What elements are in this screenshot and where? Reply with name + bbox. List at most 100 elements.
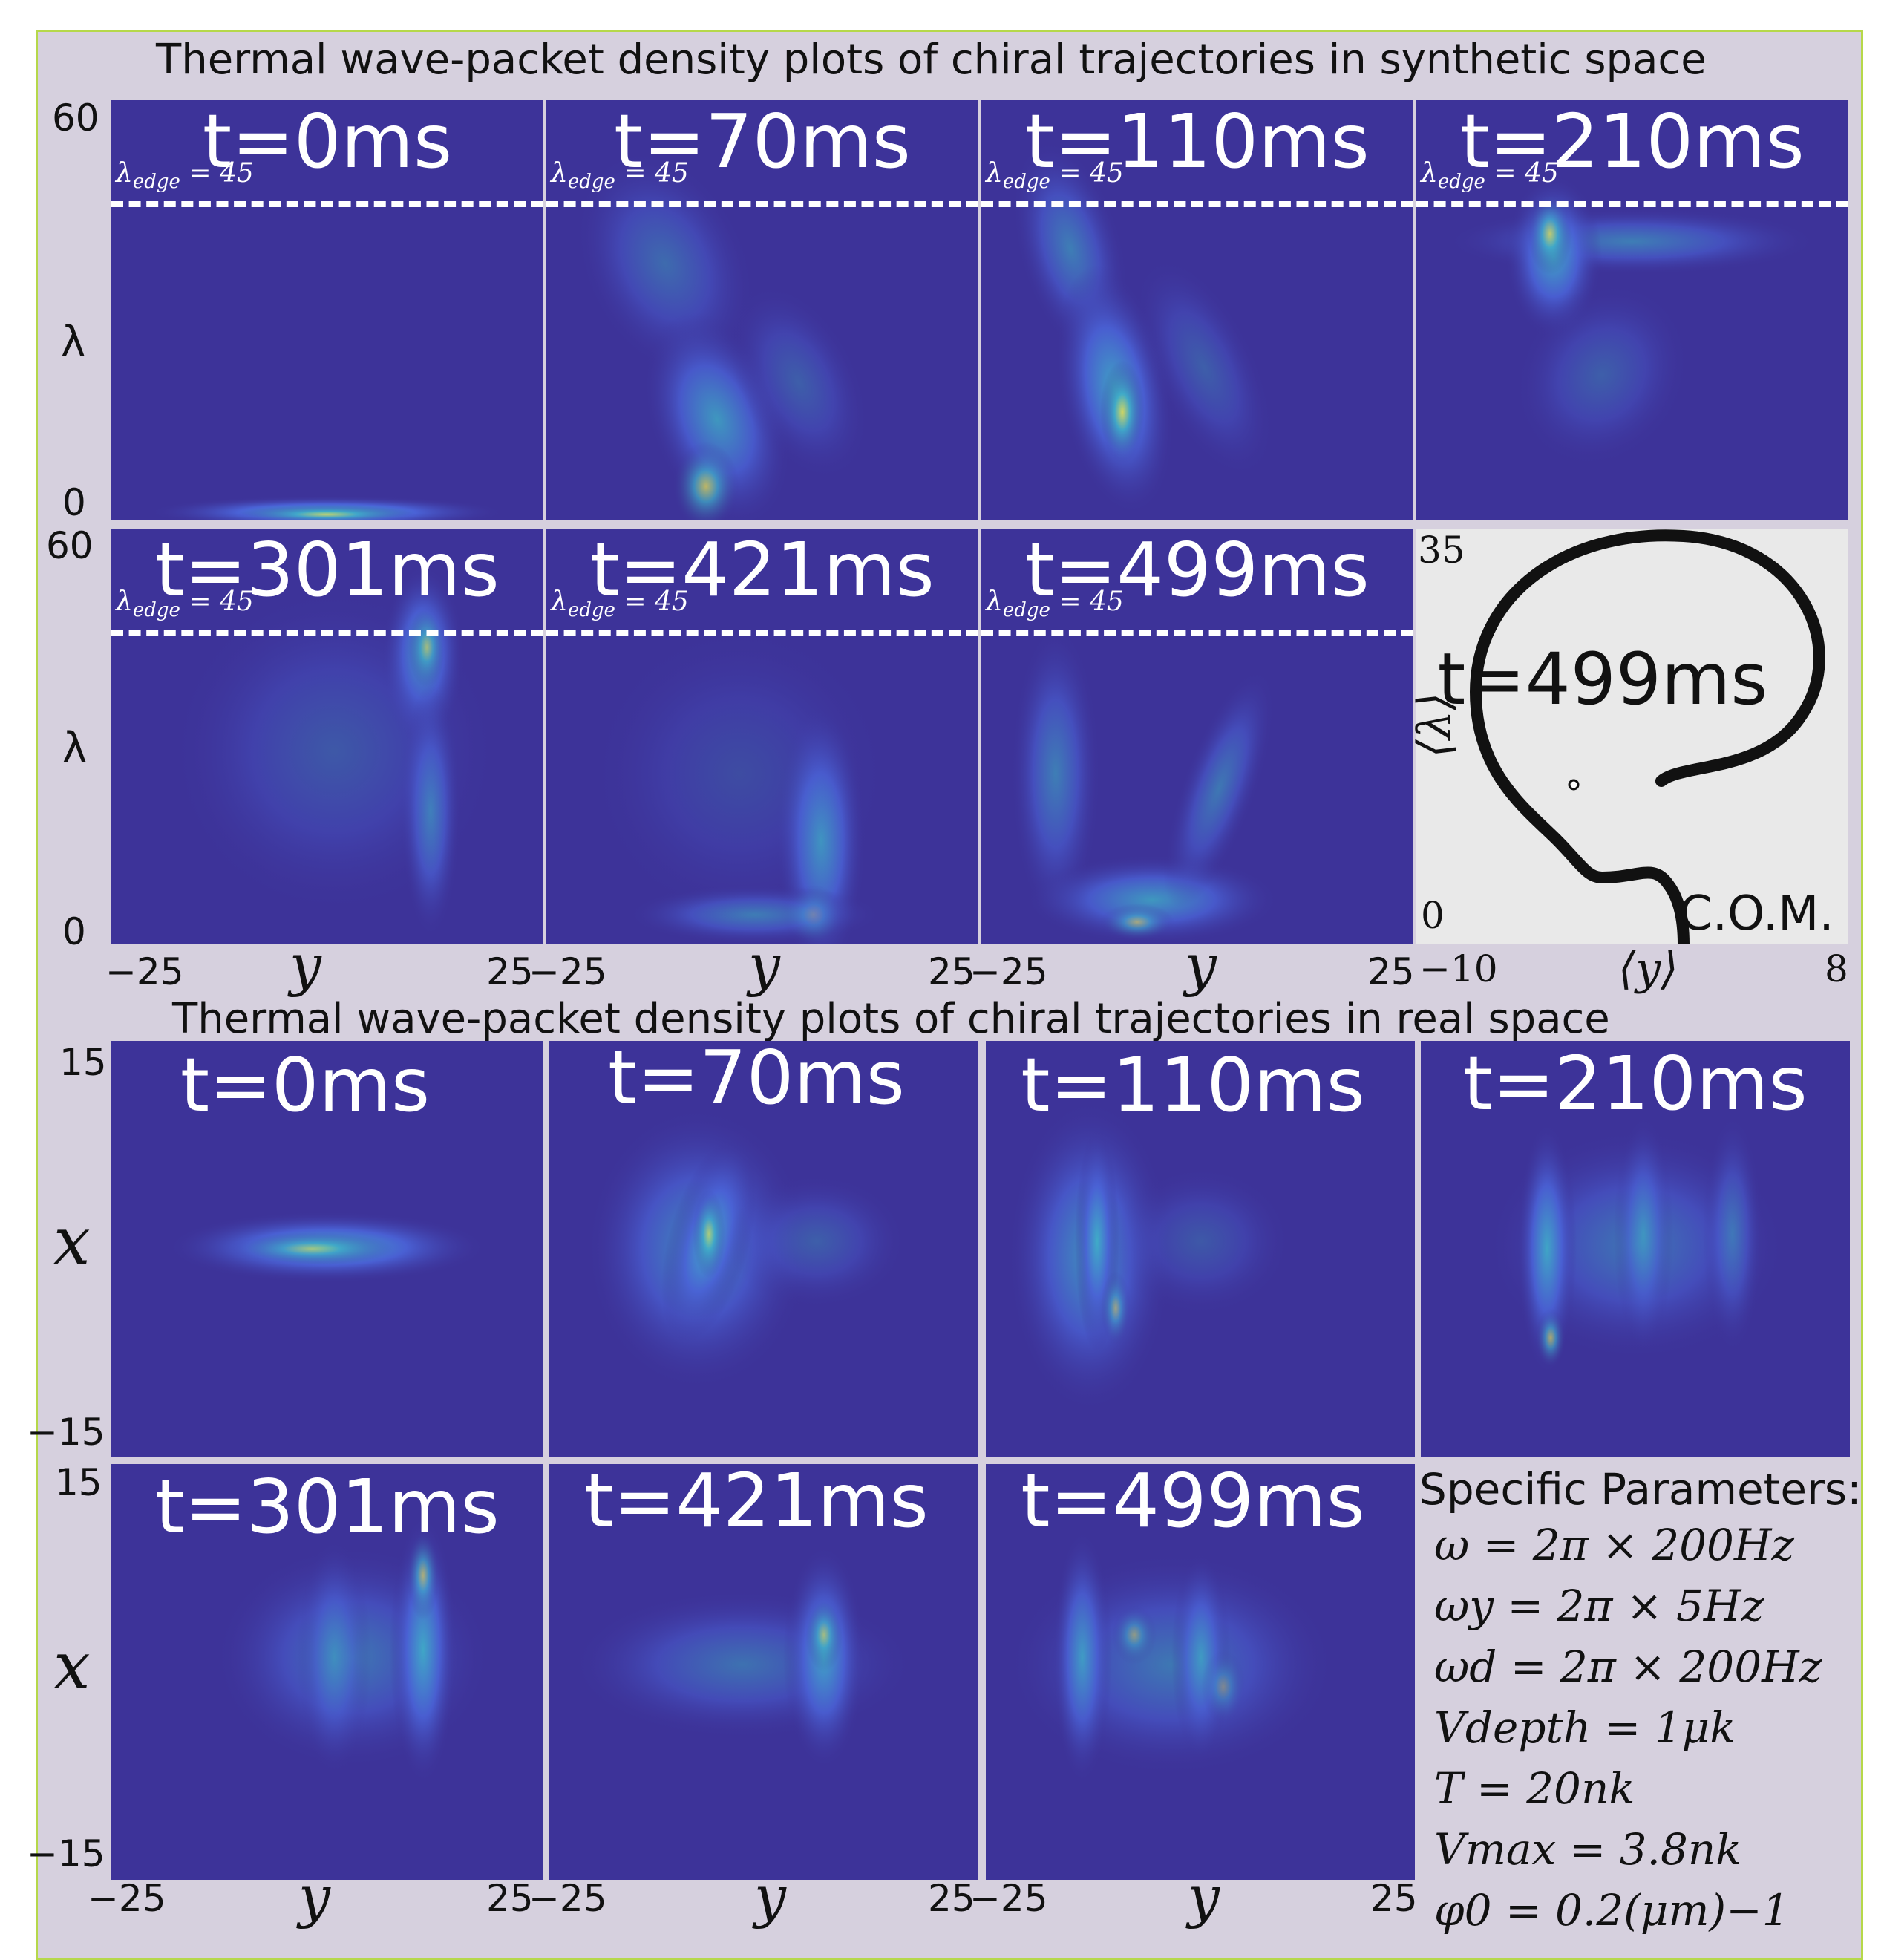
edge-dashed-line xyxy=(981,630,1413,636)
synthetic-row2-y-bottom: 0 xyxy=(62,910,86,953)
synthetic-x-right-0: 25 xyxy=(486,950,534,993)
density-plot xyxy=(1488,1115,1785,1375)
synthetic-row1-y-bottom: 0 xyxy=(62,481,86,524)
time-label: t=110ms xyxy=(1025,100,1370,185)
density-plot xyxy=(1013,140,1273,514)
real-x-label-1: y xyxy=(754,1863,786,1930)
synthetic-x-right-2: 25 xyxy=(1367,950,1415,993)
real-x-label-2: y xyxy=(1188,1863,1220,1930)
real-x-right-1: 25 xyxy=(928,1877,975,1920)
synthetic-x-left-1: −25 xyxy=(529,950,607,993)
real-panel-4: t=301ms xyxy=(111,1464,543,1880)
density-plot xyxy=(1011,625,1278,944)
density-plot xyxy=(1008,1531,1335,1783)
synthetic-panel-1: t=70ms λedge = 45 xyxy=(546,100,978,520)
real-row1-y-label: x xyxy=(53,1203,91,1279)
real-space-title: Thermal wave-packet density plots of chi… xyxy=(172,995,1610,1043)
synthetic-row1-y-top: 60 xyxy=(52,97,99,140)
edge-dashed-line xyxy=(1416,201,1848,207)
time-label: t=421ms xyxy=(590,529,935,613)
time-label: t=301ms xyxy=(155,529,500,613)
time-label: t=421ms xyxy=(584,1464,929,1544)
parameter-phi0: φ0 = 0.2(μm)−1 xyxy=(1434,1885,1790,1936)
synthetic-x-left-2: −25 xyxy=(969,950,1048,993)
synthetic-row2-y-label: λ xyxy=(62,724,88,772)
synthetic-row2-y-top: 60 xyxy=(46,524,94,567)
real-panel-2: t=110ms xyxy=(986,1041,1415,1457)
density-plot xyxy=(148,496,505,520)
real-row1-y-bottom: −15 xyxy=(27,1411,105,1454)
density-plot xyxy=(572,1546,913,1768)
real-row2-y-label: x xyxy=(53,1627,91,1704)
time-label: t=0ms xyxy=(180,1042,431,1128)
synthetic-x-label-2: y xyxy=(1185,932,1217,998)
time-label: t=499ms xyxy=(1021,1464,1365,1544)
real-x-right-0: 25 xyxy=(486,1877,534,1920)
edge-dashed-line xyxy=(111,201,543,207)
com-x-right-tick: 8 xyxy=(1825,947,1848,990)
synthetic-panel-6: t=499ms λedge = 45 xyxy=(981,529,1413,944)
synthetic-space-title: Thermal wave-packet density plots of chi… xyxy=(156,36,1707,84)
com-y-axis-label: ⟨λ⟩ xyxy=(1407,692,1462,758)
edge-dashed-line xyxy=(546,630,978,636)
edge-label: λedge = 45 xyxy=(986,587,1124,622)
time-label: t=70ms xyxy=(608,1041,905,1121)
synthetic-panel-0: t=0ms λedge = 45 xyxy=(111,100,543,520)
edge-dashed-line xyxy=(981,201,1413,207)
real-row2-y-top: 15 xyxy=(55,1461,102,1504)
com-y-top-tick: 35 xyxy=(1418,529,1465,572)
com-trajectory-panel: t=499ms C.O.M. 35 0 xyxy=(1416,529,1848,944)
time-label: t=301ms xyxy=(155,1464,500,1550)
edge-label: λedge = 45 xyxy=(1421,158,1559,194)
real-panel-6: t=499ms xyxy=(986,1464,1415,1880)
real-row1-y-top: 15 xyxy=(59,1041,107,1084)
edge-label: λedge = 45 xyxy=(986,158,1124,194)
time-label: t=499ms xyxy=(1025,529,1370,613)
com-x-left-tick: −10 xyxy=(1419,947,1498,990)
real-panel-1: t=70ms xyxy=(549,1041,978,1457)
edge-label: λedge = 45 xyxy=(551,158,689,194)
density-plot xyxy=(591,625,888,944)
edge-label: λedge = 45 xyxy=(116,587,254,622)
specific-parameters: Specific Parameters: ω = 2π × 200Hz ωy =… xyxy=(1419,1464,1865,1941)
parameter-v-depth: Vdepth = 1μk xyxy=(1434,1702,1736,1753)
synthetic-panel-3: t=210ms λedge = 45 xyxy=(1416,100,1848,520)
com-x-axis-label: ⟨y⟩ xyxy=(1618,943,1678,995)
parameter-omega-y: ωy = 2π × 5Hz xyxy=(1434,1581,1764,1631)
com-y-bottom-tick: 0 xyxy=(1421,894,1445,937)
parameter-omega: ω = 2π × 200Hz xyxy=(1434,1520,1795,1570)
com-label: C.O.M. xyxy=(1679,886,1834,941)
real-x-left-1: −25 xyxy=(529,1877,607,1920)
synthetic-panel-5: t=421ms λedge = 45 xyxy=(546,529,978,944)
synthetic-x-right-1: 25 xyxy=(928,950,975,993)
time-label: t=0ms xyxy=(202,100,453,185)
density-plot xyxy=(171,566,497,937)
synthetic-x-left-0: −25 xyxy=(105,950,184,993)
time-label: t=110ms xyxy=(1021,1042,1365,1128)
synthetic-panel-2: t=110ms λedge = 45 xyxy=(981,100,1413,520)
edge-label: λedge = 45 xyxy=(116,158,254,194)
parameters-heading: Specific Parameters: xyxy=(1419,1464,1862,1515)
density-plot xyxy=(1446,174,1817,467)
edge-dashed-line xyxy=(546,201,978,207)
density-plot xyxy=(1008,1100,1290,1412)
density-plot xyxy=(167,1212,486,1283)
real-panel-3: t=210ms xyxy=(1421,1041,1850,1457)
density-plot xyxy=(215,1516,490,1783)
time-label: t=210ms xyxy=(1463,1041,1808,1127)
real-panel-5: t=421ms xyxy=(549,1464,978,1880)
real-x-right-2: 25 xyxy=(1370,1877,1418,1920)
time-label: t=210ms xyxy=(1460,100,1805,185)
com-trajectory-curve xyxy=(1469,529,1825,944)
edge-label: λedge = 45 xyxy=(551,587,689,622)
edge-dashed-line xyxy=(111,630,543,636)
real-panel-0: t=0ms xyxy=(111,1041,543,1457)
parameter-omega-d: ωd = 2π × 200Hz xyxy=(1434,1642,1822,1692)
synthetic-row1-y-label: λ xyxy=(61,318,86,366)
synthetic-x-label-1: y xyxy=(748,932,780,998)
real-x-left-0: −25 xyxy=(88,1877,166,1920)
density-plot xyxy=(586,1108,906,1390)
parameter-temperature: T = 20nk xyxy=(1434,1763,1635,1814)
time-label: t=70ms xyxy=(614,100,911,185)
com-time-label: t=499ms xyxy=(1437,638,1768,721)
